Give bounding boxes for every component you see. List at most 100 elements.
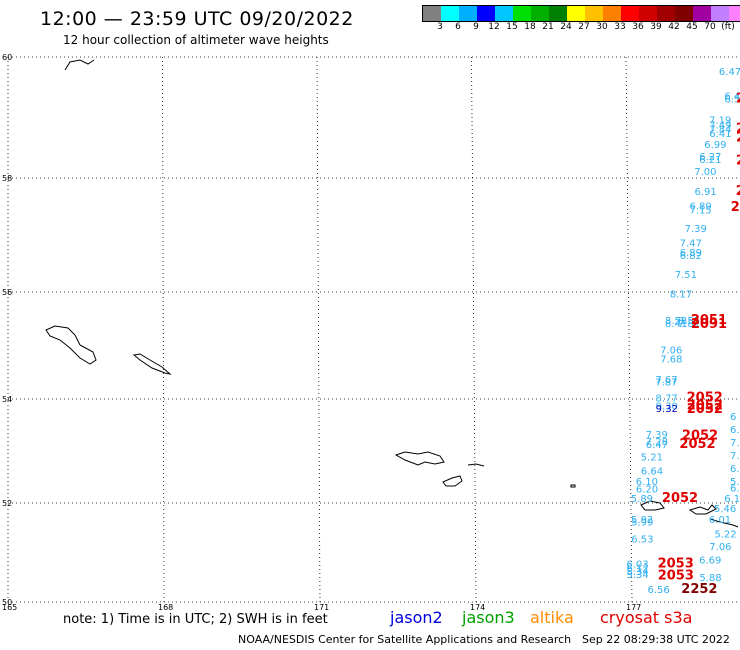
color-legend-label: 3	[437, 22, 443, 32]
page-title: 12:00 — 23:59 UTC 09/20/2022	[40, 8, 354, 30]
wave-height-value: 7.84	[709, 125, 731, 136]
track-id-value: 2252	[681, 582, 717, 597]
color-swatch	[675, 6, 693, 21]
color-swatch	[459, 6, 477, 21]
wave-height-value: 6.69	[699, 555, 721, 566]
wave-height-value: 5.74	[730, 477, 740, 488]
wave-height-value: 8.55	[678, 316, 700, 327]
satellite-legend-item: cryosat s3a	[600, 608, 693, 627]
wave-height-value: 7.49	[709, 120, 731, 131]
color-legend-label: (ft)	[721, 22, 735, 32]
wave-height-value: 6	[730, 412, 736, 423]
wave-height-value: 7.06	[660, 346, 682, 357]
track-id-value: 2052	[662, 491, 698, 506]
island-agattu	[442, 475, 463, 487]
wave-height-value: 6.64	[641, 466, 663, 477]
color-swatch	[585, 6, 603, 21]
color-legend-label: 6	[455, 22, 461, 32]
color-legend-label: 36	[632, 22, 644, 32]
wave-height-value: 6.10	[636, 477, 658, 488]
color-legend-label: 12	[488, 22, 500, 32]
color-legend-label: 9	[473, 22, 479, 32]
wave-height-value: 5.92	[631, 515, 653, 526]
color-legend-label: 39	[650, 22, 662, 32]
wave-height-value: 5.34	[627, 570, 649, 581]
latitude-label: 54	[2, 395, 12, 404]
wave-height-value: 8.17	[670, 289, 692, 300]
track-id-value: 2052	[687, 402, 723, 417]
wave-height-value: 7.7	[730, 438, 740, 449]
wave-height-value: 7.87	[655, 378, 677, 389]
island-medny	[132, 353, 172, 375]
island-semichi	[467, 463, 485, 467]
wave-height-value: 5.99	[631, 517, 653, 528]
color-legend-label: 27	[578, 22, 590, 32]
wave-height-value: 8.41	[665, 319, 687, 330]
longitude-label: 168	[158, 603, 173, 612]
wave-height-value: 6.56	[647, 585, 669, 596]
satellite-legend-item: jason2	[390, 608, 443, 627]
wave-height-value: 6.82	[680, 251, 702, 262]
graticule	[7, 56, 740, 603]
wave-height-value: 6.58	[724, 94, 740, 105]
wave-height-value: 6.20	[636, 485, 658, 496]
wave-height-value: 7.51	[675, 270, 697, 281]
latitude-label: 52	[2, 499, 12, 508]
satellite-legend-item: jason3	[462, 608, 515, 627]
color-swatch	[495, 6, 513, 21]
wave-height-value: 5.46	[714, 504, 736, 515]
wave-height-value: 6.15	[724, 494, 740, 505]
color-legend-label: 33	[614, 22, 626, 32]
wave-height-value: 6.65	[730, 464, 740, 475]
track-id-value: 2	[736, 91, 740, 106]
wave-height-value: 7.06	[709, 542, 731, 553]
track-id-value: 2053	[658, 556, 694, 571]
track-id-value: 2	[736, 131, 740, 146]
wave-height-value: 6.91	[694, 187, 716, 198]
wave-height-value: 8.58	[665, 316, 687, 327]
page-subtitle: 12 hour collection of altimeter wave hei…	[63, 33, 329, 47]
color-swatch	[603, 6, 621, 21]
wave-height-value: 9.32	[656, 404, 678, 415]
satellite-legend-item: altika	[530, 608, 574, 627]
wave-height-value: 7.81	[678, 319, 700, 330]
wave-height-value: 5.22	[714, 530, 736, 541]
track-id-value: 205	[736, 184, 740, 199]
wave-height-value: 7.67	[655, 375, 677, 386]
island-bering	[45, 325, 97, 365]
island-attu	[394, 451, 445, 466]
latitude-label: 58	[2, 174, 12, 183]
wave-height-value: 7.00	[694, 167, 716, 178]
wave-height-value: 7.68	[660, 355, 682, 366]
coastlines	[45, 59, 739, 528]
color-swatch	[567, 6, 585, 21]
wave-height-value: 6.27	[699, 152, 721, 163]
color-swatch	[549, 6, 567, 21]
wave-height-value: 6.03	[626, 559, 648, 570]
longitude-label: 171	[314, 603, 329, 612]
wave-height-value: 6.01	[709, 515, 731, 526]
longitude-line	[471, 56, 477, 603]
color-swatch	[621, 6, 639, 21]
wave-height-value: 5.89	[631, 494, 653, 505]
color-swatch	[423, 6, 441, 21]
latitude-label: 60	[2, 53, 12, 62]
wave-height-value: 5.88	[699, 573, 721, 584]
wave-height-value: 6.	[730, 425, 740, 436]
wave-height-value: 6.47	[719, 67, 740, 78]
color-swatch	[477, 6, 495, 21]
longitude-line	[162, 56, 165, 603]
wave-height-value: 6.12	[626, 563, 648, 574]
longitude-label: 174	[470, 603, 485, 612]
wave-height-value: 7.47	[680, 238, 702, 249]
island-rat	[640, 500, 665, 511]
track-id-value: 205	[731, 200, 740, 215]
track-id-value: 2052	[682, 429, 718, 444]
color-swatch	[513, 6, 531, 21]
color-legend-label: 21	[542, 22, 554, 32]
track-id-value: 2091	[691, 317, 727, 332]
wave-height-value: 6.41	[709, 129, 731, 140]
wave-height-value: 7.39	[646, 430, 668, 441]
island-amchitka	[709, 518, 739, 528]
